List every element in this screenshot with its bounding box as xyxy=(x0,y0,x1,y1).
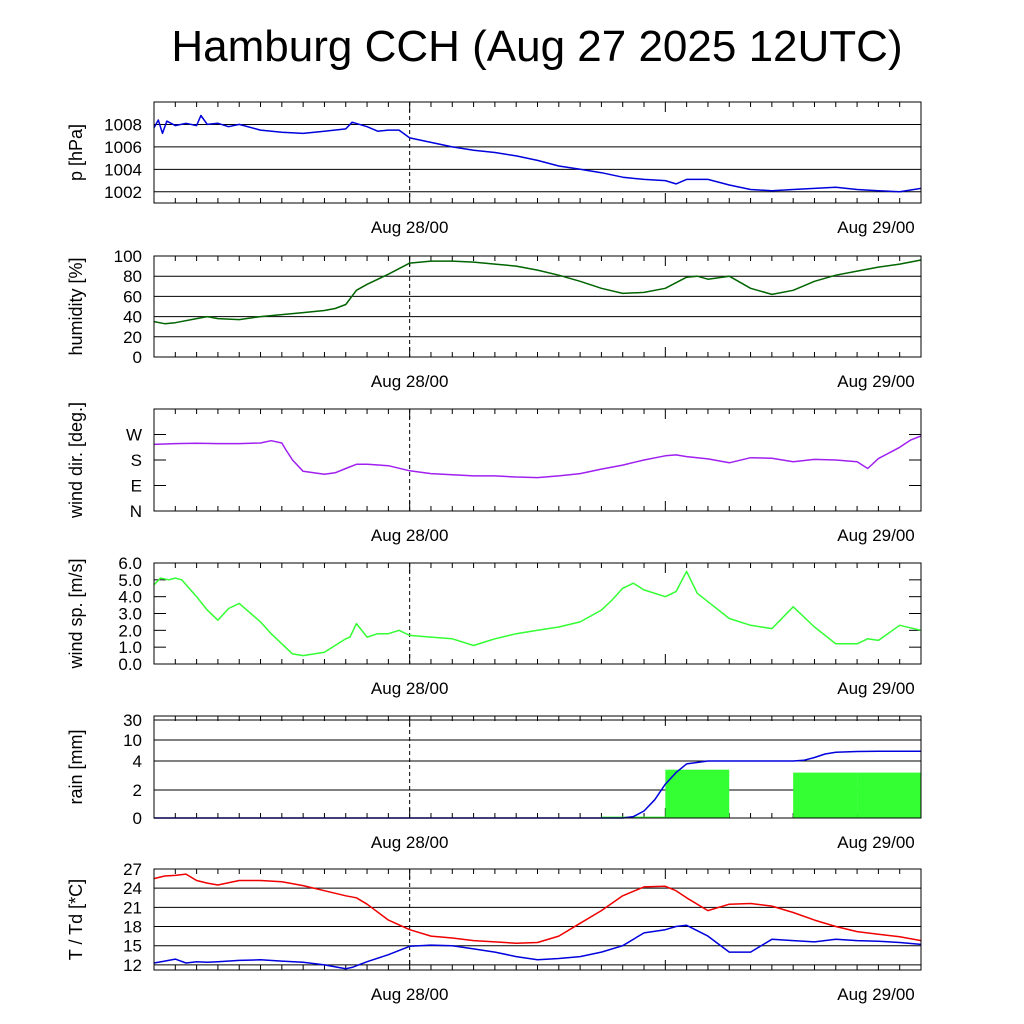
y-tick-label: 1.0 xyxy=(118,638,142,657)
x-tick-label: Aug 28/00 xyxy=(371,372,449,391)
panel-pressure: 1002 1004 1006 1008 Aug 28/00 Aug 29/00 p [hPa… xyxy=(66,101,922,237)
plot-frame xyxy=(153,408,922,512)
y-tick-label: W xyxy=(126,426,142,445)
x-tick-label: Aug 28/00 xyxy=(371,218,449,237)
y-tick-label: 4.0 xyxy=(118,588,142,607)
y-tick-label: 0 xyxy=(133,348,142,367)
y-tick-label: 100 xyxy=(114,247,142,266)
panel-wind-speed: 0.01.02.03.04.05.06.0 Aug 28/00 Aug 29/00 w… xyxy=(66,554,922,698)
y-tick-label: N xyxy=(130,502,142,521)
y-tick-label: 2 xyxy=(133,781,142,800)
y-tick-label: 6.0 xyxy=(118,554,142,573)
y-tick-label: 40 xyxy=(123,308,142,327)
y-tick-label: 0 xyxy=(133,809,142,828)
y-tick-label: E xyxy=(131,477,142,496)
y-tick-label: 30 xyxy=(123,711,142,730)
y-tick-label: 80 xyxy=(123,267,142,286)
rain-bar xyxy=(857,772,921,818)
y-tick-label: 18 xyxy=(123,918,142,937)
series-line-wind_dir xyxy=(153,435,922,479)
series-line-pressure xyxy=(153,114,922,193)
plot-frame xyxy=(153,101,922,204)
y-tick-label: 27 xyxy=(123,860,142,879)
x-tick-label: Aug 29/00 xyxy=(837,679,915,698)
x-tick-label: Aug 28/00 xyxy=(371,833,449,852)
y-tick-label: 1008 xyxy=(104,115,142,134)
y-axis-label: wind dir. [deg.] xyxy=(66,402,86,519)
rain-bar xyxy=(665,769,730,818)
y-axis-label: humidity [%] xyxy=(66,257,86,355)
chart-title: Hamburg CCH (Aug 27 2025 12UTC) xyxy=(171,22,903,71)
y-axis-label: wind sp. [m/s] xyxy=(66,558,86,669)
rain-bar xyxy=(793,772,858,818)
y-tick-label: 10 xyxy=(123,731,142,750)
plot-frame xyxy=(153,562,922,665)
x-tick-label: Aug 29/00 xyxy=(837,985,915,1004)
x-tick-label: Aug 29/00 xyxy=(837,218,915,237)
series-line-humidity xyxy=(153,259,922,325)
y-tick-label: 12 xyxy=(123,956,142,975)
y-tick-label: 21 xyxy=(123,898,142,917)
y-tick-label: 2.0 xyxy=(118,621,142,640)
x-tick-label: Aug 28/00 xyxy=(371,679,449,698)
series-line-wind_speed xyxy=(153,570,922,657)
y-tick-label: 1004 xyxy=(104,160,142,179)
y-tick-label: 24 xyxy=(123,879,142,898)
y-tick-label: 15 xyxy=(123,937,142,956)
y-tick-label: 0.0 xyxy=(118,655,142,674)
plot-frame xyxy=(153,715,922,819)
y-tick-label: 4 xyxy=(133,752,142,771)
x-tick-label: Aug 29/00 xyxy=(837,833,915,852)
x-tick-label: Aug 29/00 xyxy=(837,526,915,545)
y-tick-label: 3.0 xyxy=(118,605,142,624)
y-tick-label: S xyxy=(131,451,142,470)
y-axis-label: p [hPa] xyxy=(66,124,86,181)
y-axis-label: T / Td [*C] xyxy=(66,879,86,960)
y-tick-label: 1006 xyxy=(104,138,142,157)
series-line-dewpoint xyxy=(153,924,922,970)
x-tick-label: Aug 29/00 xyxy=(837,372,915,391)
y-axis-label: rain [mm] xyxy=(66,729,86,804)
x-tick-label: Aug 28/00 xyxy=(371,985,449,1004)
y-tick-label: 60 xyxy=(123,287,142,306)
y-tick-label: 5.0 xyxy=(118,571,142,590)
x-tick-label: Aug 28/00 xyxy=(371,526,449,545)
y-tick-label: 1002 xyxy=(104,183,142,202)
plot-frame xyxy=(153,868,922,971)
series-line-rain-accumulated xyxy=(154,750,921,819)
y-tick-label: 20 xyxy=(123,328,142,347)
plot-frame xyxy=(153,255,922,358)
series-line-temperature xyxy=(153,873,922,944)
